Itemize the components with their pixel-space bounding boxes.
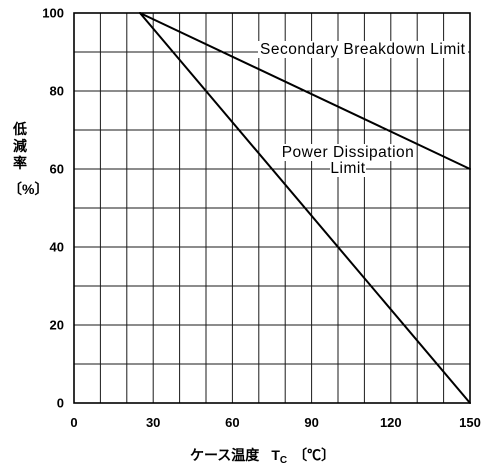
y-axis-unit: 〔%〕 [8,181,49,197]
power-dissipation-limit-label: Power Dissipation Limit [273,144,423,177]
y-tick-label: 80 [50,84,64,99]
y-tick-label: 60 [50,162,64,177]
y-axis-label: 低減率 [13,121,27,171]
secondary-breakdown-limit-label: Secondary Breakdown Limit [258,41,468,59]
x-axis-symbol-subscript: C [279,455,288,466]
secondary-breakdown-limit-label-text: Secondary Breakdown Limit [258,41,468,58]
y-tick-label: 0 [57,396,64,411]
x-axis-label: ケース温度 TC 〔℃〕 [190,446,335,470]
x-axis-label-text: ケース温度 [190,447,260,463]
power-dissipation-limit-label-text: Power Dissipation Limit [281,144,415,177]
x-tick-label: 30 [146,415,160,430]
y-tick-label: 40 [50,240,64,255]
y-tick-label: 20 [50,318,64,333]
x-tick-label: 150 [459,415,481,430]
x-tick-label: 60 [225,415,239,430]
power-dissipation-limit-line [139,12,471,404]
x-tick-label: 0 [70,415,77,430]
secondary-breakdown-limit-line [139,12,471,170]
x-axis-unit: 〔℃〕 [293,447,336,463]
y-tick-label: 100 [42,6,64,21]
x-tick-label: 120 [380,415,402,430]
plot-frame [73,12,471,404]
x-tick-label: 90 [304,415,318,430]
x-axis-symbol: T [271,447,280,463]
